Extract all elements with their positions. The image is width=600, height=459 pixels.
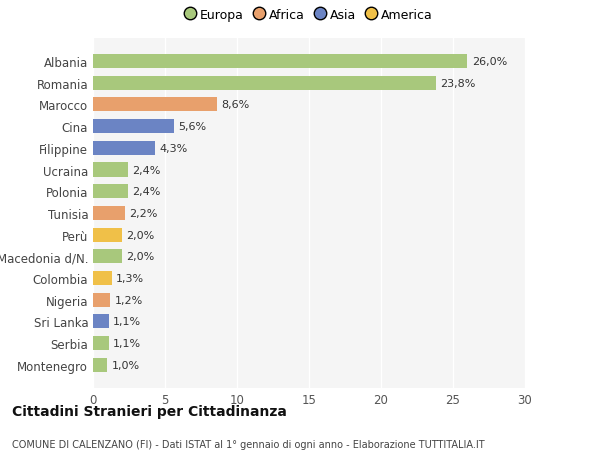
- Text: 1,2%: 1,2%: [115, 295, 143, 305]
- Bar: [93, 163, 128, 177]
- Bar: [93, 228, 122, 242]
- Bar: [93, 293, 110, 307]
- Text: 1,0%: 1,0%: [112, 360, 140, 370]
- Text: 2,2%: 2,2%: [129, 208, 157, 218]
- Text: 2,4%: 2,4%: [132, 165, 160, 175]
- Bar: [93, 271, 112, 285]
- Bar: [93, 141, 155, 156]
- Bar: [93, 120, 173, 134]
- Text: 2,0%: 2,0%: [126, 230, 154, 240]
- Text: 5,6%: 5,6%: [178, 122, 206, 132]
- Text: 1,1%: 1,1%: [113, 317, 141, 327]
- Bar: [93, 250, 122, 264]
- Bar: [93, 55, 467, 69]
- Text: COMUNE DI CALENZANO (FI) - Dati ISTAT al 1° gennaio di ogni anno - Elaborazione : COMUNE DI CALENZANO (FI) - Dati ISTAT al…: [12, 440, 485, 449]
- Bar: [93, 77, 436, 90]
- Text: 2,4%: 2,4%: [132, 187, 160, 197]
- Text: 23,8%: 23,8%: [440, 78, 475, 89]
- Bar: [93, 98, 217, 112]
- Text: 26,0%: 26,0%: [472, 57, 507, 67]
- Text: 2,0%: 2,0%: [126, 252, 154, 262]
- Bar: [93, 314, 109, 329]
- Text: 1,3%: 1,3%: [116, 274, 144, 283]
- Bar: [93, 207, 125, 220]
- Bar: [93, 185, 128, 199]
- Text: 4,3%: 4,3%: [159, 144, 187, 153]
- Text: 8,6%: 8,6%: [221, 100, 250, 110]
- Legend: Europa, Africa, Asia, America: Europa, Africa, Asia, America: [181, 6, 437, 26]
- Text: 1,1%: 1,1%: [113, 338, 141, 348]
- Bar: [93, 358, 107, 372]
- Bar: [93, 336, 109, 350]
- Text: Cittadini Stranieri per Cittadinanza: Cittadini Stranieri per Cittadinanza: [12, 404, 287, 419]
